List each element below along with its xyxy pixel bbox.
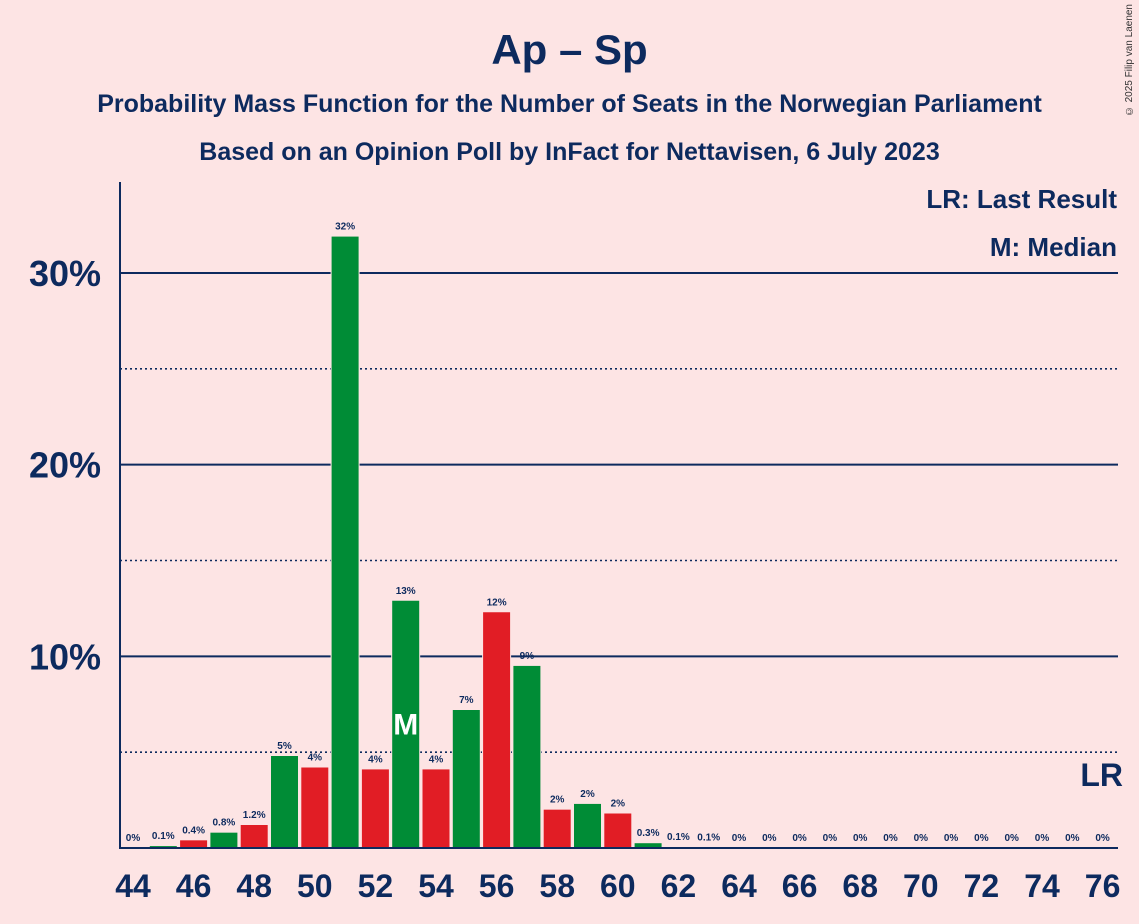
data-label: 0% — [1095, 833, 1110, 844]
bar-seat-60 — [604, 813, 632, 848]
bar-seat-47 — [210, 832, 238, 848]
data-label: 0.3% — [637, 828, 660, 839]
data-label: 0% — [883, 833, 898, 844]
data-label: 9% — [520, 651, 535, 662]
y-tick-label: 10% — [29, 636, 101, 677]
data-label: 7% — [459, 695, 474, 706]
data-label: 2% — [550, 795, 565, 806]
x-tick-label: 60 — [600, 868, 636, 904]
bar-seat-57 — [513, 665, 541, 848]
median-marker: M — [393, 708, 418, 741]
x-tick-label: 52 — [358, 868, 394, 904]
y-tick-label: 20% — [29, 445, 101, 486]
x-tick-label: 58 — [539, 868, 575, 904]
x-tick-label: 56 — [479, 868, 515, 904]
legend-median: M: Median — [989, 232, 1117, 262]
data-label: 4% — [308, 753, 323, 764]
chart-subtitle-2: Based on an Opinion Poll by InFact for N… — [199, 138, 940, 166]
data-label: 0.1% — [667, 832, 690, 843]
data-label: 0.8% — [213, 818, 236, 829]
data-label: 0% — [944, 833, 959, 844]
bar-seat-46 — [180, 840, 208, 848]
x-tick-label: 76 — [1085, 868, 1121, 904]
data-label: 32% — [335, 222, 355, 233]
data-label: 0% — [974, 833, 989, 844]
chart-subtitle-1: Probability Mass Function for the Number… — [97, 90, 1042, 118]
x-tick-label: 72 — [964, 868, 1000, 904]
bar-seat-55 — [452, 710, 480, 848]
data-label: 2% — [580, 789, 595, 800]
y-tick-label: 30% — [29, 253, 101, 294]
data-label: 0% — [823, 833, 838, 844]
data-label: 0% — [762, 833, 777, 844]
data-label: 12% — [487, 597, 507, 608]
x-tick-label: 64 — [721, 868, 757, 904]
bar-seat-59 — [574, 803, 601, 848]
data-label: 0% — [1035, 833, 1050, 844]
legend-last-result: LR: Last Result — [926, 184, 1117, 214]
data-label: 0.1% — [697, 832, 720, 843]
bar-seat-51 — [331, 236, 359, 849]
data-label: 2% — [611, 799, 626, 810]
x-tick-label: 66 — [782, 868, 818, 904]
x-tick-label: 54 — [418, 868, 454, 904]
bar-seat-53 — [392, 600, 420, 848]
x-tick-label: 70 — [903, 868, 939, 904]
x-tick-label: 50 — [297, 868, 333, 904]
chart-title: Ap – Sp — [491, 26, 648, 73]
bar-seat-50 — [301, 767, 329, 848]
data-label: 4% — [429, 754, 444, 765]
data-label: 0% — [126, 833, 141, 844]
data-label: 0.4% — [182, 825, 205, 836]
data-label: 1.2% — [243, 810, 266, 821]
bar-seat-49 — [271, 756, 298, 848]
data-label: 0% — [1004, 833, 1019, 844]
data-label: 0% — [914, 833, 929, 844]
data-label: 0% — [853, 833, 868, 844]
data-label: 0% — [732, 833, 747, 844]
x-tick-label: 62 — [661, 868, 697, 904]
bar-seat-61 — [634, 843, 662, 848]
data-label: 13% — [396, 586, 416, 597]
data-label: 0% — [1065, 833, 1080, 844]
data-label: 5% — [277, 741, 292, 752]
x-tick-label: 48 — [236, 868, 272, 904]
bar-seat-56 — [483, 612, 511, 848]
x-tick-label: 44 — [115, 868, 151, 904]
x-tick-label: 68 — [842, 868, 878, 904]
x-tick-label: 74 — [1024, 868, 1060, 904]
last-result-marker: LR — [1080, 757, 1123, 793]
bar-seat-48 — [240, 825, 268, 848]
bar-seat-58 — [543, 809, 571, 848]
data-label: 0% — [792, 833, 807, 844]
bar-seat-54 — [422, 769, 450, 848]
data-label: 4% — [368, 754, 383, 765]
bar-seat-52 — [361, 769, 389, 848]
x-tick-label: 46 — [176, 868, 212, 904]
data-label: 0.1% — [152, 831, 175, 842]
